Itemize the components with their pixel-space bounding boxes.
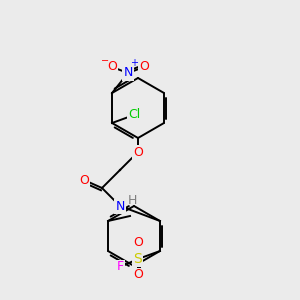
Text: Cl: Cl — [128, 109, 140, 122]
Text: O: O — [107, 61, 117, 74]
Text: O: O — [79, 173, 89, 187]
Text: F: F — [116, 260, 124, 274]
Text: N: N — [115, 200, 125, 212]
Text: O: O — [139, 61, 149, 74]
Text: S: S — [134, 252, 142, 266]
Text: N: N — [123, 67, 133, 80]
Text: −: − — [101, 56, 109, 66]
Text: O: O — [133, 236, 143, 250]
Text: O: O — [133, 146, 143, 158]
Text: +: + — [130, 58, 138, 68]
Text: H: H — [127, 194, 137, 208]
Text: O: O — [133, 268, 143, 281]
